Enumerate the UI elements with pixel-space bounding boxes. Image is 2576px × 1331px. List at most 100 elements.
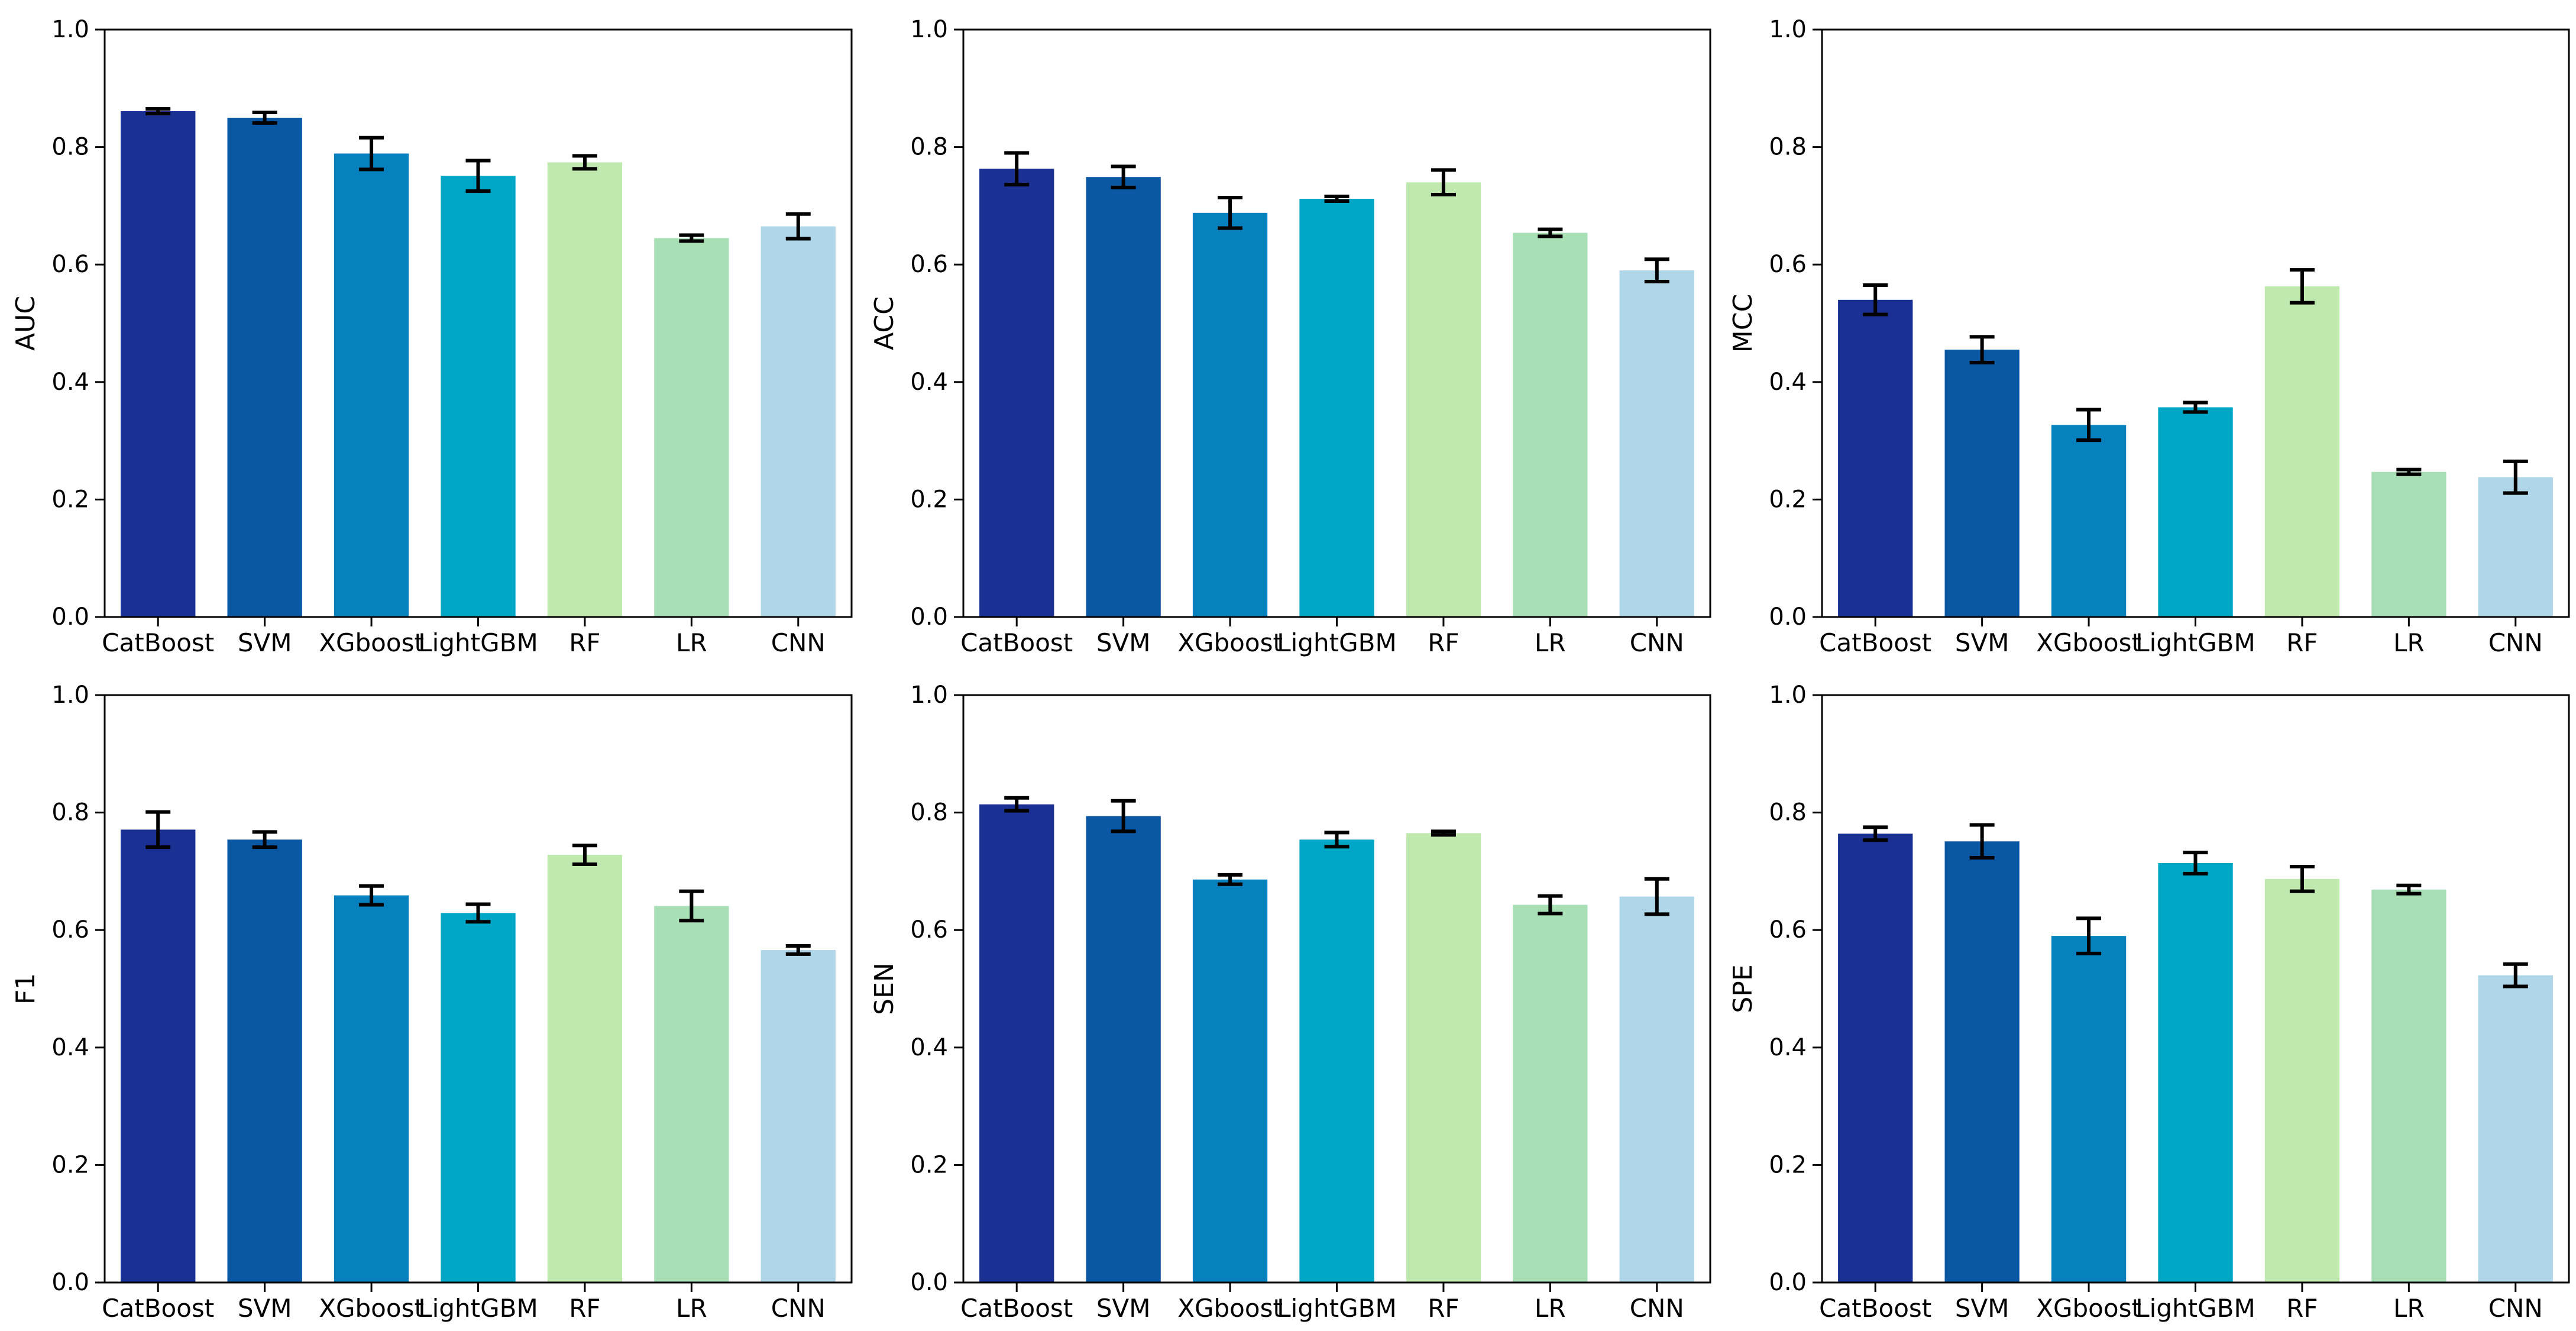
- y-tick-label: 1.0: [910, 681, 948, 709]
- errorbar-acc-svm: [1111, 164, 1136, 190]
- errorbar-f1-lr: [679, 889, 704, 923]
- y-tick-label: 0.0: [910, 1269, 948, 1296]
- bar-f1-svm: [227, 839, 302, 1282]
- y-tick-label: 0.2: [51, 486, 89, 513]
- bar-f1-rf: [547, 855, 623, 1282]
- errorbar-mcc-rf: [2289, 268, 2315, 305]
- x-tick-label-xgboost: XGboost: [2036, 628, 2141, 657]
- chart-sen: 0.0 0.2 0.4 0.6 0.8 1.0 CatBoost SVM XGboostLigh…: [869, 681, 1711, 1323]
- y-tick-label: 0.4: [1769, 1034, 1807, 1061]
- x-tick-label-cnn: CNN: [2488, 628, 2543, 657]
- x-tick-label-lr: LR: [676, 1294, 707, 1323]
- chart-panel-acc: 0.0 0.2 0.4 0.6 0.8 1.0 CatBoost SVM XGboost Ligh…: [859, 0, 1717, 665]
- y-tick-label: 0.4: [51, 369, 89, 396]
- bar-acc-svm: [1086, 177, 1161, 617]
- x-tick-label-rf: RF: [2286, 628, 2318, 657]
- y-tick-label: 0.4: [910, 1034, 948, 1061]
- y-axis-label-sen: SEN: [869, 962, 899, 1015]
- y-tick-label: 0.2: [910, 486, 948, 513]
- x-tick-label-lr: LR: [676, 628, 707, 657]
- bar-spe-lightgbm: [2158, 863, 2233, 1282]
- x-tick-label-catboost: CatBoost: [960, 1294, 1073, 1323]
- errorbar-sen-cnn: [1644, 877, 1669, 916]
- errorbar-mcc-svm: [1969, 335, 1995, 365]
- bar-spe-cnn: [2478, 975, 2553, 1282]
- x-tick-label-xgboost: XGboost: [2036, 1294, 2141, 1323]
- bar-mcc-xgboost: [2051, 425, 2127, 617]
- x-tick-label-lr: LR: [1535, 1294, 1566, 1323]
- bar-f1-cnn: [760, 950, 836, 1282]
- bar-sen-catboost: [979, 804, 1054, 1282]
- x-tick-label-catboost: CatBoost: [1819, 1294, 1931, 1323]
- y-tick-label: 0.2: [1769, 1151, 1807, 1178]
- errorbar-f1-cnn: [785, 944, 811, 956]
- chart-panel-auc: 0.0 0.2 0.4 0.6 0.8 1.0 CatBoost SVM XGboost Ligh…: [0, 0, 859, 665]
- y-tick-label: 0.0: [51, 603, 89, 631]
- y-tick-label: 0.6: [51, 251, 89, 278]
- x-tick-label-lr: LR: [1535, 628, 1566, 657]
- bar-sen-lr: [1513, 904, 1588, 1282]
- bar-acc-cnn: [1619, 270, 1694, 618]
- y-tick-label: 0.0: [1769, 603, 1807, 631]
- x-tick-label-xgboost: XGboost: [319, 628, 424, 657]
- bar-mcc-lr: [2371, 471, 2446, 617]
- chart-auc: 0.0 0.2 0.4 0.6 0.8 1.0 CatBoost SVM XGboostLigh…: [11, 16, 853, 657]
- errorbar-f1-svm: [252, 830, 277, 849]
- bar-auc-lr: [654, 238, 729, 617]
- bar-mcc-lightgbm: [2158, 407, 2233, 617]
- errorbar-sen-lightgbm: [1324, 831, 1350, 849]
- errorbar-spe-rf: [2289, 864, 2315, 893]
- bar-auc-catboost: [121, 111, 196, 617]
- errorbar-sen-xgboost: [1218, 873, 1243, 886]
- chart-panel-f1: 0.0 0.2 0.4 0.6 0.8 1.0 CatBoost SVM XGboost Ligh…: [0, 665, 859, 1331]
- x-tick-label-rf: RF: [569, 628, 600, 657]
- x-tick-label-cnn: CNN: [2488, 1294, 2543, 1323]
- errorbar-spe-svm: [1969, 823, 1995, 860]
- bar-acc-xgboost: [1192, 212, 1268, 617]
- y-tick-label: 0.8: [1769, 799, 1807, 826]
- y-tick-label: 0.6: [910, 251, 948, 278]
- errorbar-sen-catboost: [1004, 796, 1030, 813]
- errorbar-auc-svm: [252, 111, 277, 125]
- bar-acc-rf: [1406, 182, 1481, 617]
- x-tick-label-xgboost: XGboost: [1177, 1294, 1283, 1323]
- x-tick-label-rf: RF: [1428, 1294, 1459, 1323]
- chart-panel-sen: 0.0 0.2 0.4 0.6 0.8 1.0 CatBoost SVM XGboost Ligh…: [859, 665, 1717, 1331]
- y-axis-label-spe: SPE: [1728, 964, 1758, 1013]
- bar-auc-svm: [227, 118, 302, 617]
- errorbar-mcc-xgboost: [2076, 408, 2102, 442]
- errorbar-spe-xgboost: [2076, 916, 2102, 955]
- x-tick-label-cnn: CNN: [771, 628, 826, 657]
- errorbar-f1-catboost: [145, 810, 171, 849]
- errorbar-mcc-catboost: [1863, 283, 1888, 316]
- errorbar-sen-lr: [1538, 894, 1563, 916]
- bar-spe-catboost: [1838, 834, 1913, 1282]
- x-tick-label-xgboost: XGboost: [319, 1294, 424, 1323]
- bar-f1-lr: [654, 906, 729, 1282]
- y-tick-label: 0.4: [51, 1034, 89, 1061]
- x-tick-label-catboost: CatBoost: [960, 628, 1073, 657]
- y-tick-label: 1.0: [910, 16, 948, 43]
- bar-spe-lr: [2371, 889, 2446, 1282]
- chart-f1: 0.0 0.2 0.4 0.6 0.8 1.0 CatBoost SVM XGboostLigh…: [11, 681, 853, 1323]
- x-tick-label-svm: SVM: [1096, 628, 1151, 657]
- errorbar-f1-xgboost: [359, 884, 384, 907]
- y-tick-label: 1.0: [51, 681, 89, 709]
- x-tick-label-lightgbm: LightGBM: [418, 1294, 538, 1323]
- errorbar-sen-svm: [1111, 799, 1136, 834]
- errorbar-f1-rf: [572, 844, 597, 866]
- y-axis-label-f1: F1: [11, 973, 41, 1004]
- errorbar-acc-xgboost: [1218, 195, 1243, 230]
- bar-acc-lightgbm: [1299, 199, 1374, 617]
- y-axis-label-auc: AUC: [11, 296, 41, 351]
- x-tick-label-lightgbm: LightGBM: [1277, 1294, 1396, 1323]
- bar-f1-catboost: [121, 829, 196, 1282]
- x-tick-label-svm: SVM: [1955, 628, 2009, 657]
- bar-acc-catboost: [979, 169, 1054, 617]
- errorbar-spe-lr: [2396, 883, 2422, 896]
- y-tick-label: 0.8: [51, 799, 89, 826]
- bar-f1-xgboost: [334, 895, 409, 1282]
- bar-mcc-catboost: [1838, 299, 1913, 617]
- errorbar-mcc-cnn: [2503, 459, 2528, 495]
